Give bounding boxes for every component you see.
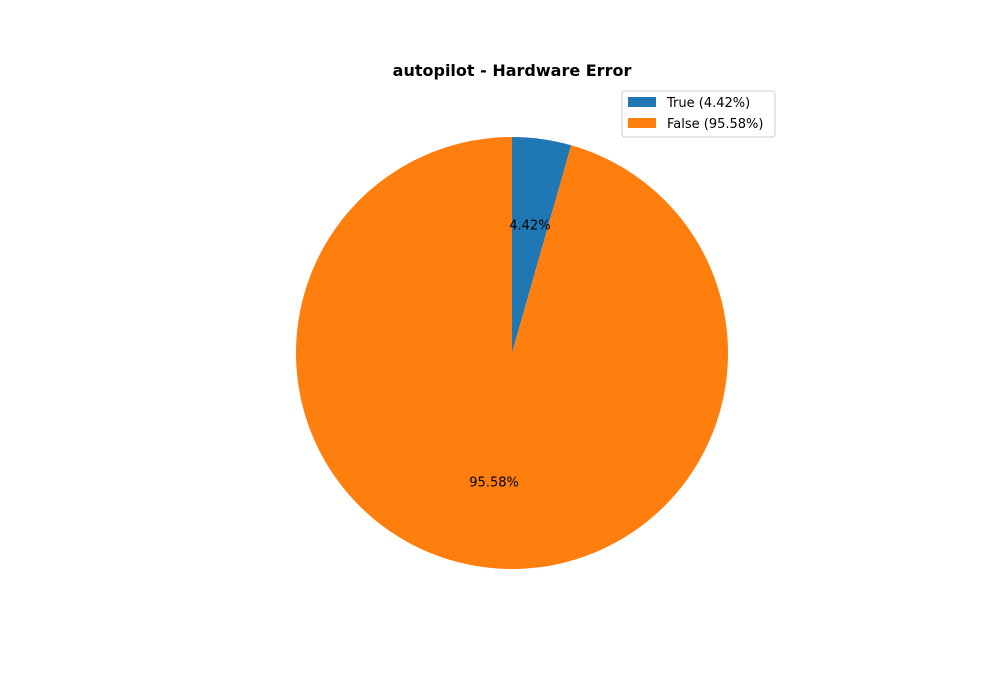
slice-label-true: 4.42%	[509, 219, 550, 234]
legend-label-true: True (4.42%)	[666, 96, 750, 111]
chart-title: autopilot - Hardware Error	[393, 61, 632, 80]
legend-frame	[621, 90, 776, 138]
slice-label-false: 95.58%	[469, 475, 519, 490]
labels-layer: 4.42% 95.58%	[469, 219, 550, 491]
slices-layer	[296, 137, 728, 569]
pie-slice-true	[512, 137, 572, 353]
legend-swatch-false	[628, 118, 656, 128]
legend-label-false: False (95.58%)	[667, 117, 763, 132]
legend: True (4.42%) False (95.58%)	[621, 90, 776, 138]
pie-slice-false	[296, 137, 728, 569]
legend-swatch-true	[628, 97, 656, 107]
